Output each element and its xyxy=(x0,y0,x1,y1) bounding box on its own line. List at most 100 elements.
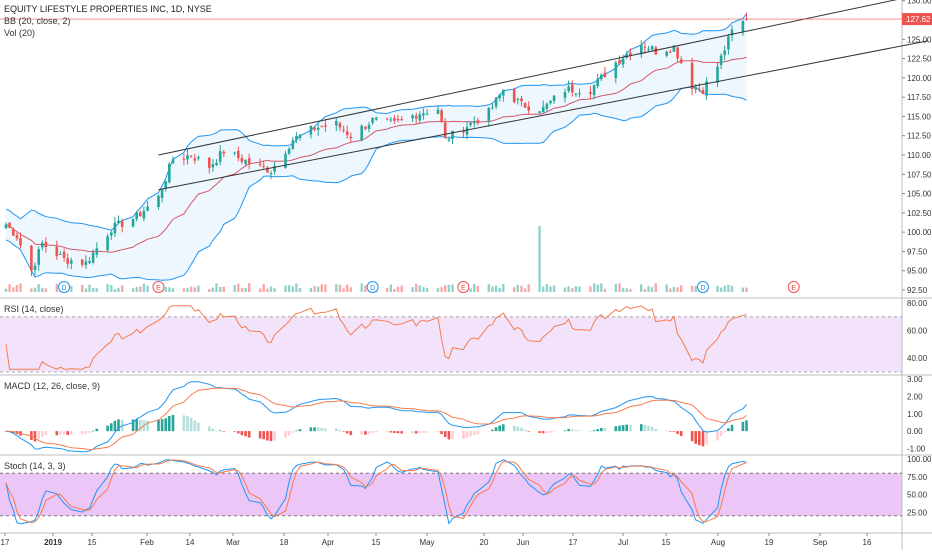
candle-body xyxy=(443,122,447,138)
volume-bar xyxy=(385,287,389,292)
vol-legend[interactable]: Vol (20) xyxy=(4,28,35,38)
candle xyxy=(247,153,251,170)
volume-bar xyxy=(215,283,218,292)
macd-histogram-bar xyxy=(498,425,501,432)
candle-body xyxy=(462,131,465,133)
macd-histogram-bar xyxy=(393,431,396,433)
candle-body xyxy=(37,249,40,265)
chart-title: EQUITY LIFESTYLE PROPERTIES INC, 1D, NYS… xyxy=(4,4,212,14)
candle-body xyxy=(723,50,726,55)
candle xyxy=(563,88,567,103)
time-tick-label: 2019 xyxy=(44,538,62,547)
volume-bar xyxy=(211,287,215,292)
volume-bar xyxy=(476,286,480,292)
volume-bar xyxy=(640,284,643,292)
candle-body xyxy=(625,54,628,58)
macd-histogram-bar xyxy=(672,431,676,432)
candle-body xyxy=(55,246,59,256)
volume-bar xyxy=(647,286,650,292)
stoch-legend[interactable]: Stoch (14, 3, 3) xyxy=(4,461,66,471)
candle-body xyxy=(4,224,8,229)
volume-bar xyxy=(592,283,596,292)
candle xyxy=(600,73,603,82)
macd-histogram-bar xyxy=(211,428,215,432)
macd-legend[interactable]: MACD (12, 26, close, 9) xyxy=(4,381,100,391)
event-label: E xyxy=(791,285,796,292)
volume-bar xyxy=(244,288,247,292)
rsi-band xyxy=(0,316,902,372)
event-marker-E[interactable]: E xyxy=(787,281,800,293)
channel-line-1 xyxy=(158,40,929,191)
event-marker-D[interactable]: D xyxy=(366,281,379,293)
macd-histogram-bar xyxy=(469,431,472,437)
time-tick-label: 17 xyxy=(569,538,578,547)
candle-body xyxy=(469,122,472,126)
event-marker-D[interactable]: D xyxy=(696,281,709,293)
candle xyxy=(723,45,726,61)
macd-histogram-bar xyxy=(298,429,302,432)
candle-body xyxy=(498,94,501,99)
event-circle xyxy=(152,281,165,293)
macd-line xyxy=(5,381,747,453)
candle-body xyxy=(345,131,349,135)
candle xyxy=(571,80,574,97)
macd-histogram-bar xyxy=(418,431,422,434)
macd-histogram-bar xyxy=(316,427,320,432)
volume-bar xyxy=(139,286,142,292)
macd-histogram-bar xyxy=(552,431,556,432)
candle-body xyxy=(189,155,193,157)
candle-body xyxy=(600,74,603,80)
candle-body xyxy=(211,164,215,168)
candle xyxy=(640,40,643,58)
macd-histogram-bar xyxy=(491,429,494,432)
event-marker-E[interactable]: E xyxy=(457,281,470,293)
volume-bar xyxy=(567,286,570,292)
volume-bar xyxy=(15,285,19,292)
candle-body xyxy=(44,241,48,248)
candle xyxy=(266,166,269,173)
candle-body xyxy=(563,91,567,98)
event-circle xyxy=(58,281,71,293)
price-tick-label: 125.00 xyxy=(907,35,932,44)
volume-bar xyxy=(233,285,236,292)
macd-histogram-bar xyxy=(723,431,726,433)
macd-histogram-bar xyxy=(237,431,240,434)
event-marker-D[interactable]: D xyxy=(58,281,71,293)
candle-body xyxy=(80,259,84,265)
stoch-tick-label: 50.00 xyxy=(907,491,928,500)
event-marker-E[interactable]: E xyxy=(152,281,165,293)
macd-histogram-bar xyxy=(567,429,570,432)
candle-body xyxy=(120,221,124,227)
rsi-legend[interactable]: RSI (14, close) xyxy=(4,304,64,314)
macd-histogram-bar xyxy=(88,431,91,433)
candle xyxy=(211,159,215,172)
volume-bar xyxy=(8,284,11,292)
macd-histogram-bar xyxy=(309,427,313,432)
volume-bar xyxy=(342,288,345,292)
candle-body xyxy=(650,46,654,50)
candle xyxy=(186,149,189,165)
candle xyxy=(106,233,109,252)
volume-bar xyxy=(44,288,48,292)
macd-histogram-bar xyxy=(367,431,371,435)
volume-bar xyxy=(189,286,193,292)
macd-histogram-bar xyxy=(139,419,142,432)
candle xyxy=(447,136,451,143)
macd-histogram-bar xyxy=(189,417,193,432)
volume-bar xyxy=(719,287,723,292)
macd-histogram-bar xyxy=(95,428,99,432)
candle xyxy=(164,181,167,192)
macd-histogram-bar xyxy=(345,431,349,434)
candle-body xyxy=(727,36,730,50)
candle-body xyxy=(273,165,276,172)
time-tick-label: Sep xyxy=(813,538,828,547)
candle xyxy=(12,227,15,236)
candle xyxy=(189,155,193,158)
candle xyxy=(396,114,400,123)
macd-histogram-bar xyxy=(730,424,734,432)
bb-legend[interactable]: BB (20, close, 2) xyxy=(4,16,71,26)
candle xyxy=(541,100,545,113)
volume-bar xyxy=(284,285,287,292)
rsi-tick-label: 80.00 xyxy=(907,299,928,308)
